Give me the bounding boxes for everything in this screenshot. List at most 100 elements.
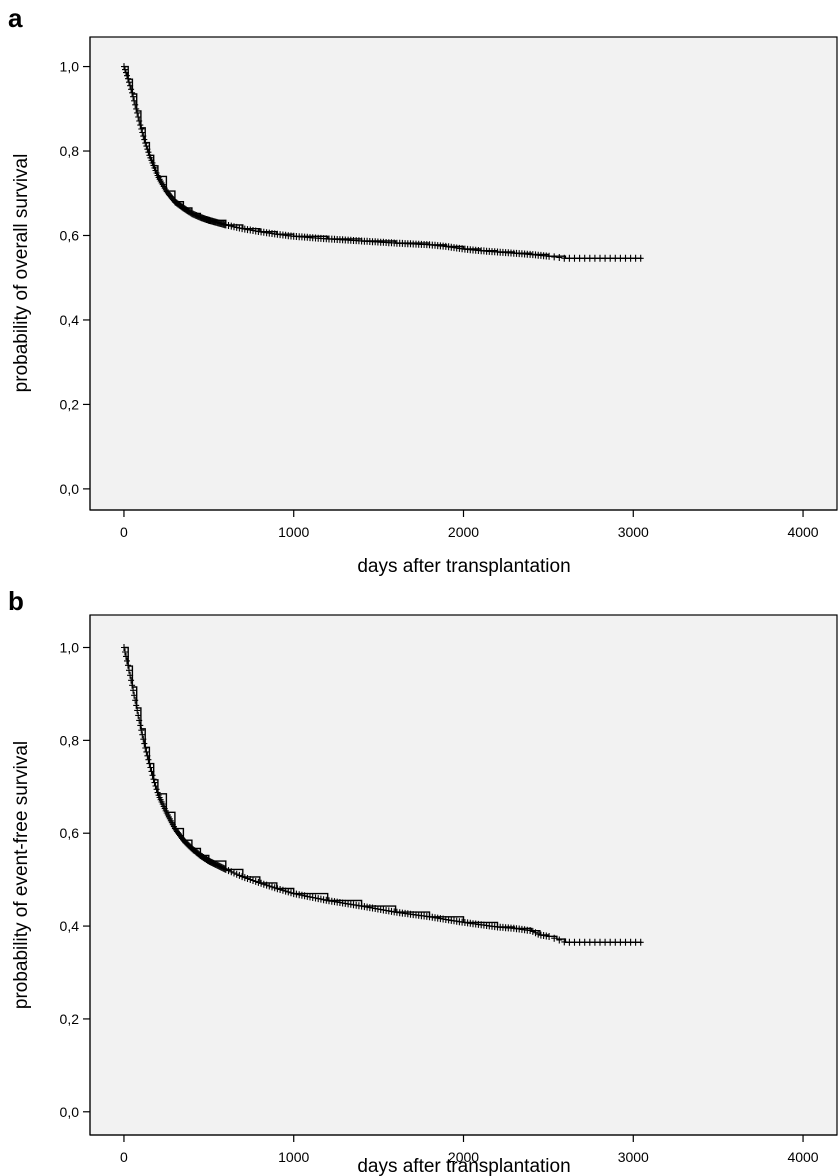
censor-mark-b-26 [147,764,154,771]
censor-mark-b-117 [269,883,275,891]
censor-mark-a-15 [136,117,143,125]
censor-mark-a-13 [134,109,141,117]
plot-area-a [89,36,838,511]
censor-mark-a-12 [133,105,140,113]
censor-mark-b-20 [141,740,148,748]
censor-mark-b-237 [637,938,644,946]
censor-mark-b-230 [602,938,609,946]
y-tick-label-b-4: 0,8 [60,732,80,748]
censor-mark-b-29 [150,775,157,783]
censor-mark-b-232 [612,938,619,946]
censor-mark-b-128 [298,891,305,899]
censor-mark-b-25 [146,760,153,768]
censor-mark-a-228 [591,254,598,262]
censor-mark-b-131 [307,893,313,901]
x-tick-label-b-4: 4000 [787,1149,818,1165]
y-ticks-b: 0,0 0,2 0,4 0,6 0,8 1,0 [60,640,90,1120]
series-a [121,63,644,262]
censor-mark-b-106 [239,873,246,881]
censor-mark-b-224 [571,938,578,946]
censor-mark-b-24 [145,756,152,764]
censor-mark-b-126 [293,890,300,898]
censor-mark-b-122 [282,887,289,895]
censor-mark-b-21 [142,744,149,752]
censor-mark-a-21 [142,139,149,147]
censor-mark-b-11 [132,696,139,704]
y-tick-label-b-0: 0,0 [60,1104,80,1120]
censor-mark-b-105 [236,871,243,879]
plot-area-b [89,614,838,1136]
censor-mark-b-27 [148,767,155,775]
censor-mark-b-10 [131,691,138,699]
censor-mark-b-212 [527,927,534,934]
x-ticks-b: 0 1000 2000 3000 4000 [120,1135,819,1165]
censor-mark-a-105 [236,224,243,232]
x-tick-label-a-0: 0 [120,524,128,540]
censor-mark-b-7 [128,676,135,684]
censor-mark-b-213 [529,927,536,935]
censor-mark-a-104 [233,223,240,231]
y-tick-label-b-2: 0,4 [60,918,80,934]
censor-mark-a-17 [138,125,145,133]
censor-mark-a-7 [128,85,135,93]
x-tick-label-a-1: 1000 [278,524,309,540]
censor-mark-b-223 [566,938,573,946]
censor-mark-b-17 [138,726,145,734]
censor-mark-a-231 [607,254,614,262]
censor-mark-b-31 [152,782,159,790]
censor-mark-a-5 [126,78,132,86]
censor-mark-a-16 [137,121,144,129]
censor-mark-b-107 [241,874,248,882]
x-tick-label-a-3: 3000 [618,524,649,540]
censor-mark-b-14 [135,711,142,719]
censor-mark-b-0 [121,644,127,651]
censor-mark-a-223 [566,254,573,262]
censor-mark-b-114 [260,880,267,888]
censor-mark-a-225 [576,254,583,262]
censor-mark-b-236 [632,938,639,946]
censor-mark-b-12 [133,701,140,709]
censor-mark-b-115 [263,881,270,889]
censor-mark-b-214 [532,929,539,937]
censor-mark-b-121 [279,886,286,894]
censor-mark-a-8 [129,89,136,97]
censor-mark-a-14 [135,113,142,121]
x-tick-label-b-1: 1000 [278,1149,309,1165]
censor-mark-a-1 [122,66,128,74]
censor-mark-b-231 [607,938,614,946]
censor-mark-b-103 [231,869,237,877]
x-tick-label-b-2: 2000 [448,1149,479,1165]
censor-mark-b-28 [149,771,156,779]
censor-mark-a-233 [617,254,624,262]
censor-mark-b-135 [317,895,324,903]
censor-mark-a-227 [586,254,593,262]
censor-mark-a-4 [125,75,131,83]
y-tick-label-a-5: 1,0 [60,59,80,75]
censor-mark-a-219 [546,252,553,260]
censor-mark-b-113 [258,879,265,887]
censor-mark-b-233 [617,938,624,946]
censor-mark-b-219 [546,933,553,940]
x-ticks-a: 0 1000 2000 3000 4000 [120,510,819,540]
y-tick-label-b-1: 0,2 [60,1011,80,1027]
censor-mark-b-30 [151,779,158,787]
censor-mark-b-234 [622,938,629,946]
censor-mark-a-237 [637,254,644,262]
censor-mark-a-101 [225,222,232,229]
censor-mark-b-133 [312,894,319,902]
censor-mark-b-6 [127,671,134,679]
panel-a: a 0,0 0,2 0,4 0,6 0,8 1,0 0 1000 2000 3000 4000 d… [8,3,838,577]
censor-mark-b-1 [122,648,128,656]
censor-mark-a-229 [597,254,603,262]
censor-mark-a-0 [121,63,127,71]
censor-mark-b-101 [225,867,232,875]
censor-mark-b-22 [143,748,150,756]
censor-mark-b-32 [153,785,160,793]
censor-mark-a-20 [141,136,148,144]
censor-mark-b-18 [139,731,146,739]
censor-mark-b-9 [130,686,137,694]
y-tick-label-a-0: 0,0 [60,481,80,497]
censor-mark-b-4 [125,661,131,669]
x-axis-title-b: days after transplantation [357,1156,570,1176]
censor-mark-b-229 [597,938,603,946]
